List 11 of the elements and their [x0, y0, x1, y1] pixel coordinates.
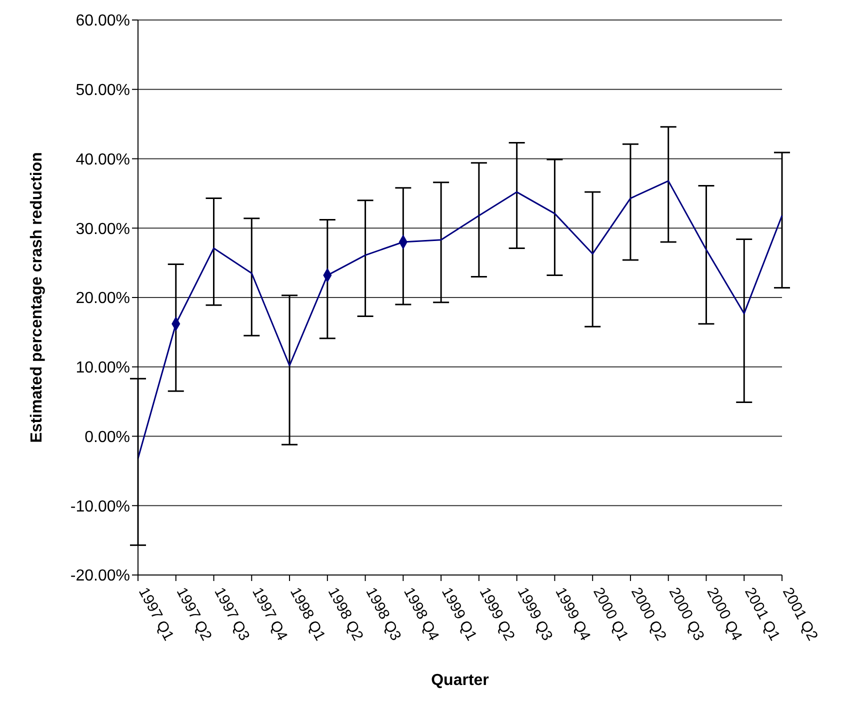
y-axis-title: Estimated percentage crash reduction: [28, 152, 46, 443]
y-tick-label: -10.00%: [70, 498, 130, 516]
y-tick-label: 10.00%: [76, 360, 130, 377]
y-tick-label: -20.00%: [70, 568, 130, 585]
y-tick-label: 30.00%: [76, 220, 130, 238]
x-axis-title: Quarter: [431, 672, 489, 689]
y-tick-label: 0.00%: [84, 428, 130, 446]
y-tick-label: 40.00%: [76, 151, 130, 168]
y-tick-label: 50.00%: [76, 82, 130, 100]
y-tick-label: 20.00%: [76, 290, 130, 308]
y-tick-label: 60.00%: [76, 12, 130, 30]
